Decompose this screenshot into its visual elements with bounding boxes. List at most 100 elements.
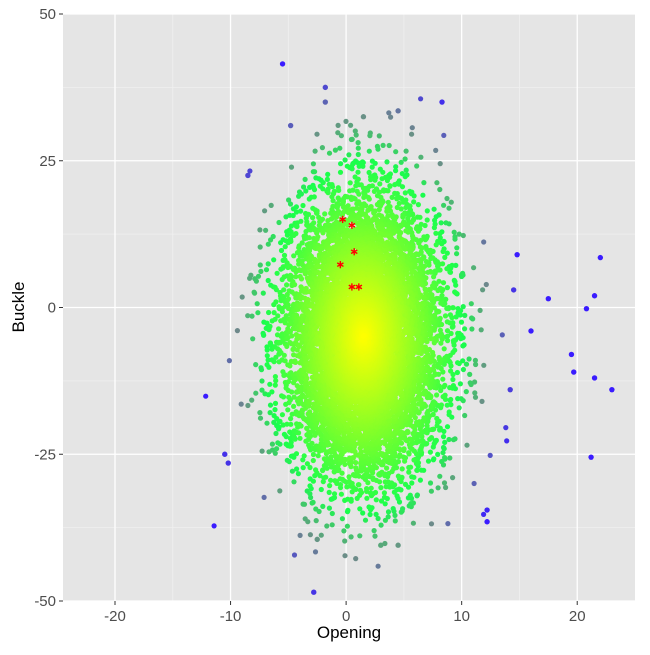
data-point [313,149,318,154]
data-point [299,191,304,196]
data-point [478,308,483,313]
data-point [274,446,279,451]
data-point [324,523,329,528]
data-point [276,220,281,225]
data-point [472,481,477,486]
data-point [342,553,347,558]
data-point [410,125,415,130]
data-point [363,518,368,523]
data-point [388,235,393,240]
data-point [432,207,437,212]
data-point [358,488,363,493]
data-point [281,394,286,399]
data-point [270,442,275,447]
data-point [346,474,351,479]
data-point [298,219,303,224]
data-point [403,205,408,210]
data-point [346,152,351,157]
data-point [262,495,267,500]
data-point [444,266,449,271]
data-point [307,409,312,414]
data-point [400,506,405,511]
data-point [434,242,439,247]
data-point [291,479,296,484]
data-point [374,497,379,502]
data-point [469,326,474,331]
data-point [258,244,263,249]
data-point [386,509,391,514]
data-point [442,480,447,485]
data-point [302,502,307,507]
data-point [307,235,312,240]
data-point [446,206,451,211]
data-point [289,389,294,394]
data-point [391,466,396,471]
data-point [379,523,384,528]
data-point [317,509,322,514]
data-point [311,220,316,225]
data-point [327,506,332,511]
data-point [441,203,446,208]
data-point [280,309,285,314]
data-point [356,482,361,487]
data-point [338,161,343,166]
data-point [305,461,310,466]
data-point [280,412,285,417]
data-point [298,209,303,214]
data-point [311,500,316,505]
data-point [416,401,421,406]
data-point [393,518,398,523]
data-point [443,220,448,225]
data-point [319,487,324,492]
data-point [348,123,353,128]
data-point [379,470,384,475]
data-point [445,403,450,408]
data-point [504,438,509,443]
data-point [349,534,354,539]
data-point [268,403,273,408]
data-point [459,320,464,325]
data-point [298,533,303,538]
data-point [418,155,423,160]
data-point [360,164,365,169]
data-point [435,452,440,457]
data-point [444,196,449,201]
data-point [376,564,381,569]
data-point [397,452,402,457]
data-point [375,147,380,152]
data-point [257,227,262,232]
data-point [384,159,389,164]
data-point [433,148,438,153]
data-point [467,372,472,377]
data-point [367,149,372,154]
data-point [235,328,240,333]
data-point [357,506,362,511]
data-point [311,161,316,166]
data-point [320,145,325,150]
data-point [467,356,472,361]
data-point [414,420,419,425]
data-point [462,413,467,418]
data-point [345,508,350,513]
data-point [452,278,457,283]
data-point [265,347,270,352]
data-point [276,326,281,331]
data-point [282,353,287,358]
data-point [445,424,450,429]
data-point [263,228,268,233]
data-point [439,220,444,225]
data-point [473,395,478,400]
data-point [282,253,287,258]
data-point [332,491,337,496]
data-point [273,401,278,406]
data-point [428,404,433,409]
data-point [259,367,264,372]
data-point [303,188,308,193]
data-point [355,170,360,175]
data-point [418,96,423,101]
data-point [464,443,469,448]
data-point [248,273,253,278]
data-point [438,388,443,393]
data-point [459,274,464,279]
